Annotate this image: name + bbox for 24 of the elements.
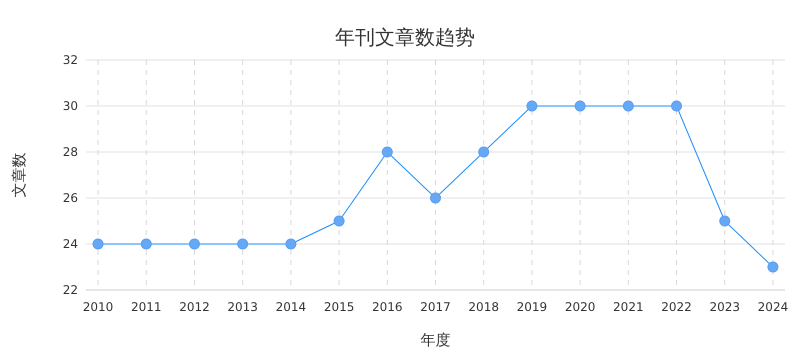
y-tick-label: 30	[62, 99, 78, 113]
x-tick-label: 2010	[82, 300, 114, 314]
y-axis-title: 文章数	[10, 152, 28, 198]
x-tick-label: 2016	[372, 300, 403, 314]
x-tick-label: 2024	[758, 300, 788, 314]
x-tick-label: 2017	[420, 300, 451, 314]
y-tick-label: 28	[62, 145, 78, 159]
x-tick-label: 2023	[709, 300, 740, 314]
x-tick-label: 2018	[468, 300, 499, 314]
x-axis-title: 年度	[420, 331, 450, 349]
x-tick-label: 2019	[516, 300, 548, 314]
y-tick-label: 24	[62, 237, 78, 251]
x-tick-label: 2011	[130, 300, 162, 314]
x-tick-label: 2020	[564, 300, 596, 314]
x-tick-label: 2014	[276, 300, 306, 314]
y-tick-label: 22	[62, 283, 78, 297]
y-tick-label: 32	[62, 53, 78, 67]
x-tick-label: 2022	[661, 300, 692, 314]
x-tick-label: 2013	[227, 300, 258, 314]
x-tick-label: 2021	[613, 300, 644, 314]
y-tick-label: 26	[62, 191, 78, 205]
x-tick-label: 2015	[324, 300, 354, 314]
chart-title: 年刊文章数趋势	[335, 25, 475, 49]
x-tick-label: 2012	[179, 300, 210, 314]
